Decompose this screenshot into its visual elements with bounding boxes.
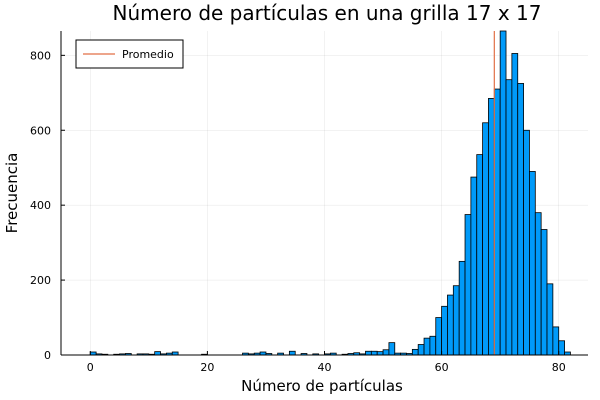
axes (60, 31, 588, 356)
histogram-bar (476, 154, 484, 356)
x-axis-label: Número de partículas (241, 377, 403, 395)
histogram-bar (452, 285, 460, 356)
x-tick-label: 80 (552, 361, 566, 374)
histogram-bar (470, 176, 478, 356)
histogram-bar (154, 351, 161, 356)
y-tick-label: 200 (30, 274, 51, 287)
x-tick-label: 60 (435, 361, 449, 374)
histogram-bar (458, 260, 466, 356)
histogram-bar (423, 337, 431, 356)
histogram-bar (288, 350, 296, 356)
histogram-bar (382, 349, 390, 356)
histogram-bar (511, 53, 519, 356)
histogram-bar (482, 122, 489, 356)
legend: Promedio (75, 39, 184, 69)
histogram-bar (499, 30, 507, 356)
histogram-bar (417, 344, 425, 356)
histogram-bar (493, 88, 501, 356)
histogram-bar (505, 79, 513, 356)
y-axis-label: Frecuencia (3, 153, 21, 234)
histogram-bar (447, 294, 454, 356)
histogram-bar (411, 348, 419, 356)
histogram-bar (370, 350, 378, 356)
histogram-bar (376, 351, 384, 356)
histogram-bar (488, 98, 495, 356)
histogram-bar (546, 283, 554, 356)
histogram-bar (540, 229, 548, 356)
chart-title: Número de partículas en una grilla 17 x … (113, 1, 542, 25)
x-tick-label: 0 (87, 361, 94, 374)
x-tick-label: 40 (318, 361, 332, 374)
histogram-bar (517, 83, 524, 356)
legend-label-promedio: Promedio (122, 48, 174, 61)
histogram-bar (558, 340, 565, 356)
y-tick-label: 400 (30, 199, 51, 212)
histogram-bars (89, 30, 571, 356)
histogram-bar (365, 350, 372, 356)
histogram-bar (441, 305, 448, 356)
y-tick-label: 600 (30, 124, 51, 137)
y-tick-label: 0 (44, 349, 51, 362)
histogram-bar (523, 129, 530, 356)
histogram-bar (429, 335, 437, 356)
y-tick-label: 800 (30, 49, 51, 62)
histogram-bar (529, 171, 536, 356)
histogram-bar (388, 342, 396, 356)
histogram-bar (534, 212, 542, 356)
histogram-bar (435, 317, 443, 356)
x-tick-label: 20 (200, 361, 214, 374)
histogram-bar (464, 214, 472, 356)
histogram-bar (552, 326, 560, 356)
